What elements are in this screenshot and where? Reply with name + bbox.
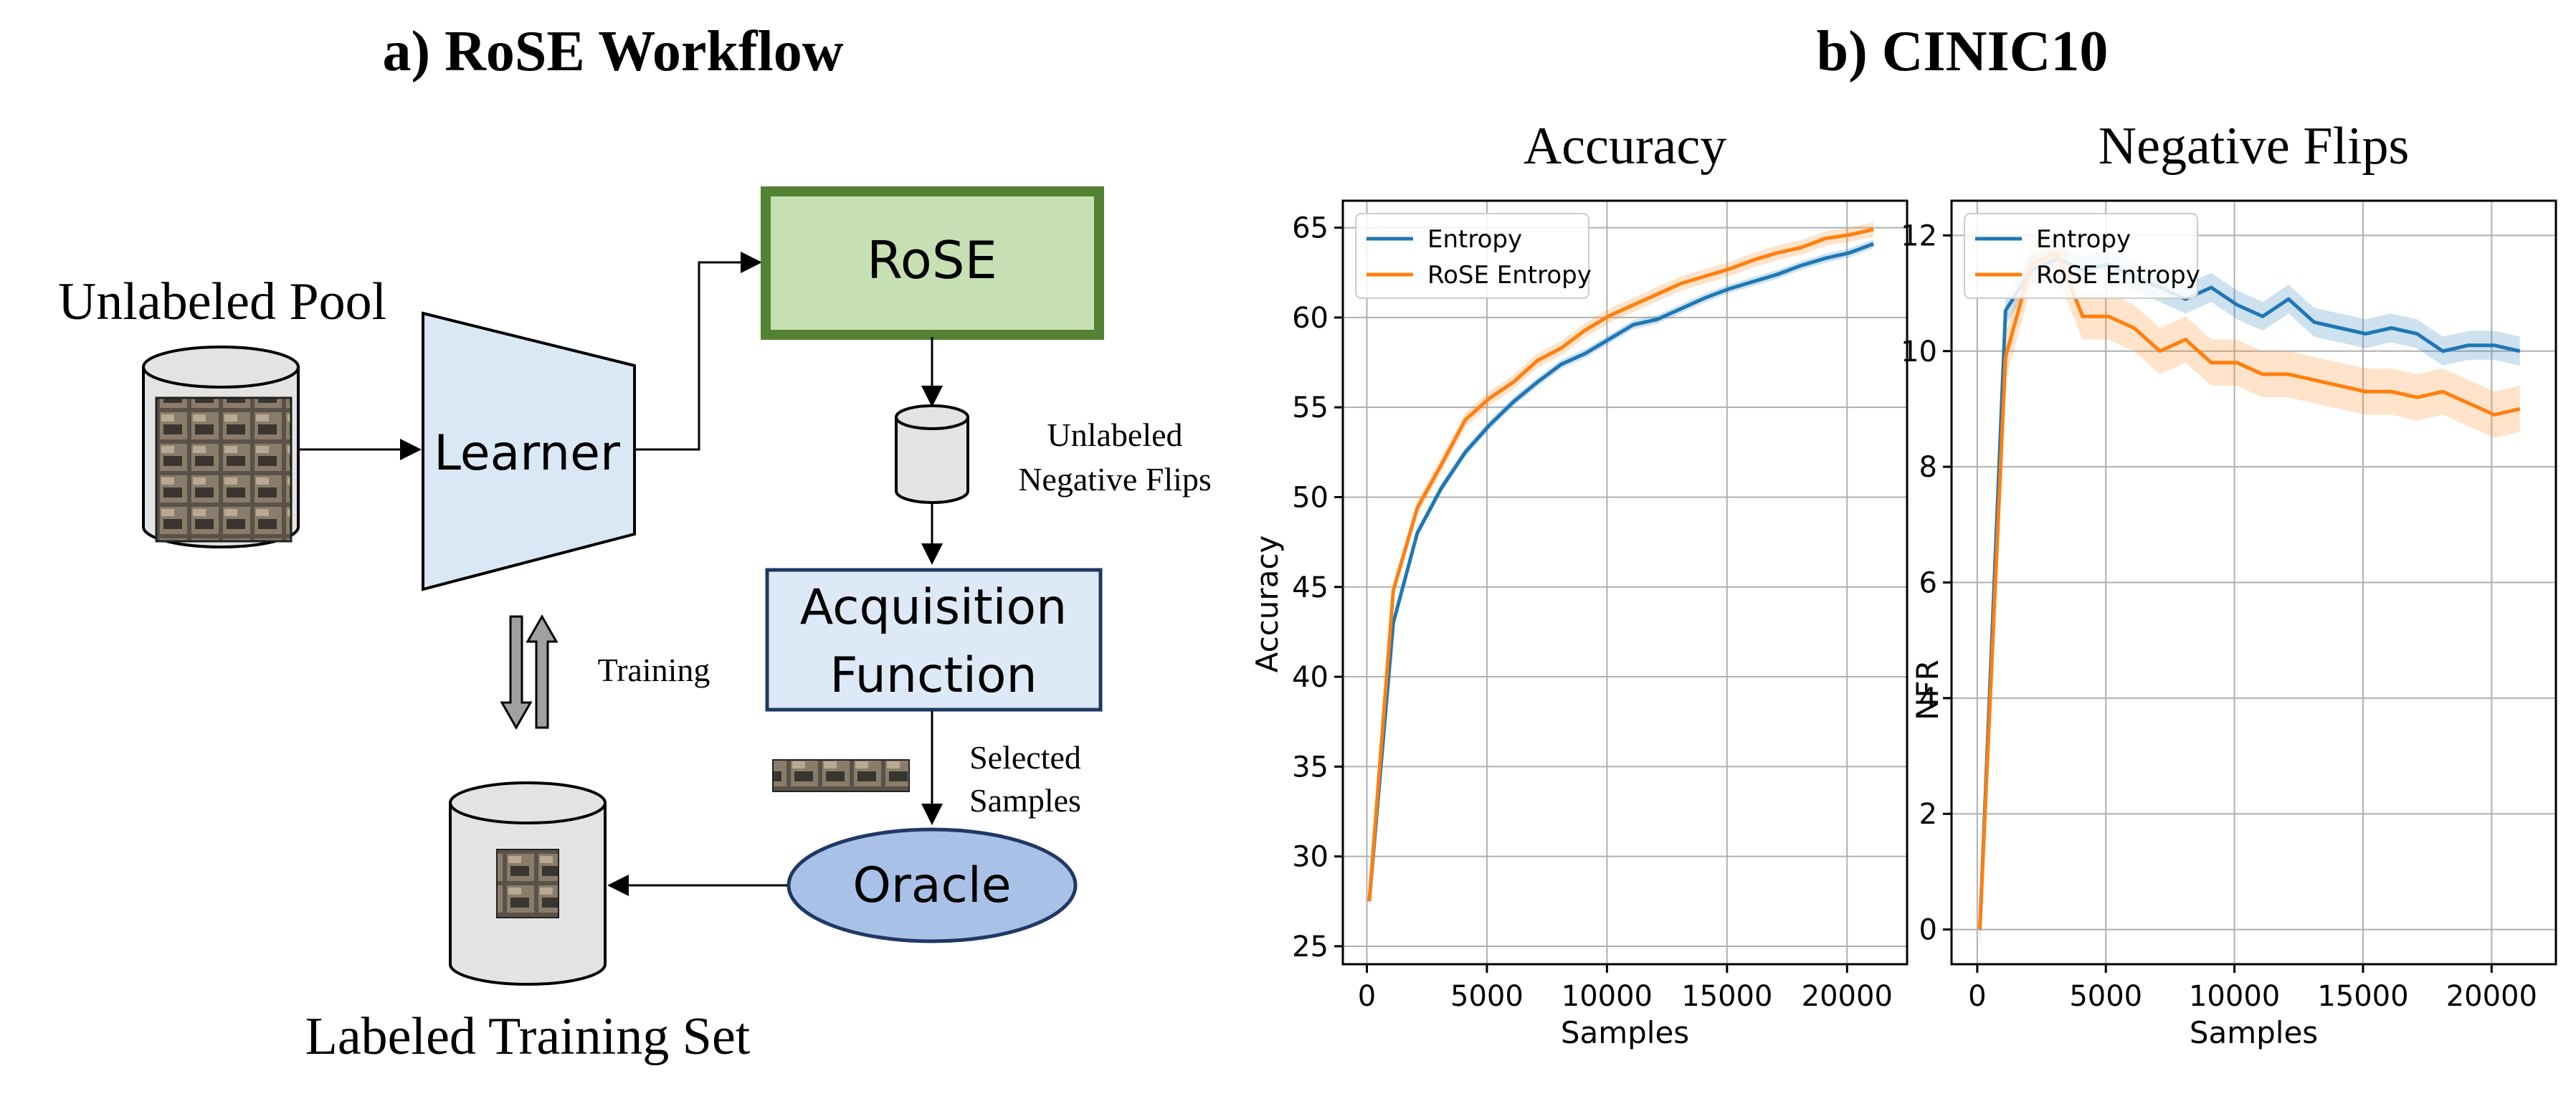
y-tick-label: 30 (1292, 841, 1329, 874)
training-double-arrow-icon (500, 614, 559, 731)
learner-to-rose-arrow (635, 252, 762, 451)
x-tick-label: 10000 (1562, 980, 1653, 1013)
x-tick-label: 5000 (2069, 980, 2142, 1013)
y-tick-label: 50 (1292, 481, 1329, 514)
training-label: Training (598, 652, 710, 688)
series-line-0 (1367, 242, 1874, 902)
accuracy-chart: Accuracy 0 5000 10000 15000 20000 25 30 35 40 45 50… (1250, 117, 1909, 1050)
y-tick-label: 4 (1919, 682, 1937, 715)
labeled-set-database-icon (449, 781, 607, 986)
y-tick-label: 55 (1292, 391, 1329, 424)
legend-box (1355, 213, 1589, 299)
legend-entry: RoSE Entropy (2036, 261, 2200, 290)
y-tick-label: 2 (1919, 798, 1937, 831)
y-tick-label: 12 (1901, 219, 1937, 252)
series-band-1 (1369, 222, 1874, 909)
unlabeled-nf-label-line2: Negative Flips (1018, 461, 1212, 498)
x-axis-label: Samples (2190, 1015, 2318, 1050)
plot-frame (1341, 199, 1909, 966)
unlabeled-images-thumbnail (155, 396, 293, 543)
y-tick-label: 65 (1292, 212, 1329, 245)
labeled-set-label: Labeled Training Set (305, 1007, 751, 1066)
x-tick-label: 20000 (1802, 980, 1893, 1013)
chart-title: Negative Flips (2099, 117, 2410, 176)
y-axis-label: NFR (1910, 660, 1945, 720)
acquisition-label-line2: Function (830, 647, 1037, 704)
x-axis-label: Samples (1561, 1015, 1689, 1050)
labeled-images-thumbnail (496, 849, 559, 918)
acquisition-label-line1: Acquisition (800, 579, 1067, 636)
legend-box (1964, 213, 2198, 299)
y-tick-label: 10 (1901, 336, 1937, 368)
selected-samples-label-line1: Selected (969, 739, 1081, 776)
negative-flips-chart: Negative Flips 0 5000 10000 15000 20000 0 2 4 6 8 1… (1901, 117, 2557, 1050)
legend-entry: Entropy (1427, 225, 1522, 254)
selected-images-thumbnail (772, 759, 910, 792)
rose-box (761, 186, 1104, 340)
rose-label: RoSE (867, 230, 997, 290)
y-tick-label: 8 (1919, 451, 1937, 484)
oracle-ellipse (786, 827, 1078, 943)
x-tick-label: 0 (1968, 980, 1986, 1013)
oracle-label: Oracle (852, 857, 1011, 914)
series-band-1 (1979, 229, 2520, 953)
x-tick-label: 20000 (2446, 980, 2537, 1013)
y-tick-label: 25 (1292, 931, 1329, 963)
panel-b-title: b) CINIC10 (1817, 20, 2109, 83)
y-tick-label: 45 (1292, 571, 1329, 604)
unlabeled-pool-label: Unlabeled Pool (58, 272, 386, 331)
x-tick-label: 0 (1358, 980, 1376, 1013)
chart-title: Accuracy (1524, 117, 1726, 176)
x-tick-label: 15000 (1681, 980, 1772, 1013)
y-tick-label: 35 (1292, 751, 1329, 784)
series-band-0 (1369, 239, 1874, 906)
y-tick-label: 6 (1919, 567, 1937, 600)
x-tick-label: 10000 (2189, 980, 2280, 1013)
y-tick-label: 60 (1292, 302, 1329, 335)
unlabeled-pool-database-icon (142, 346, 300, 548)
learner-box (422, 311, 636, 591)
x-tick-label: 15000 (2317, 980, 2408, 1013)
negative-flips-database-icon (895, 404, 969, 504)
y-tick-label: 0 (1919, 914, 1937, 947)
selected-samples-label-line2: Samples (969, 782, 1081, 819)
x-tick-label: 5000 (1450, 980, 1524, 1013)
legend-entry: RoSE Entropy (1427, 261, 1592, 290)
panel-a-title: a) RoSE Workflow (382, 20, 843, 83)
acquisition-function-box (765, 568, 1103, 712)
y-axis-label: Accuracy (1250, 536, 1285, 673)
y-tick-label: 40 (1292, 661, 1329, 694)
learner-label: Learner (434, 425, 620, 482)
series-line-1 (1367, 227, 1874, 902)
legend-entry: Entropy (2036, 225, 2131, 254)
unlabeled-nf-label-line1: Unlabeled (1047, 417, 1182, 453)
panel-a: a) RoSE Workflow Unlabeled Pool Learner … (58, 20, 1212, 1066)
